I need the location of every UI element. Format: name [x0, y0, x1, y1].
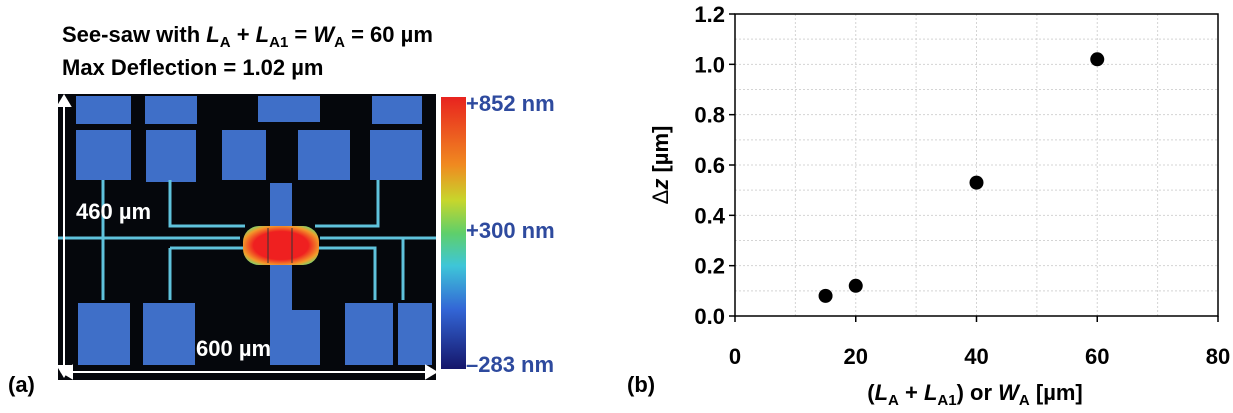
label-part: L: [875, 380, 888, 405]
x-tick-label: 40: [964, 344, 988, 369]
title-part: See-saw with: [62, 22, 206, 47]
y-tick-label: 0.0: [694, 304, 725, 329]
x-tick-label: 20: [844, 344, 868, 369]
point: [818, 288, 833, 303]
label-part: A: [888, 392, 899, 409]
x-axis-label: (LA + LA1) or WA [µm]: [867, 380, 1083, 409]
x-tick-label: 60: [1085, 344, 1109, 369]
colorbar-label: +300 nm: [466, 218, 555, 243]
title-part: W: [313, 22, 336, 47]
panel-label: (b): [627, 372, 655, 397]
label-part: A1: [937, 392, 956, 409]
title-part: A: [334, 34, 345, 51]
y-tick-label: 0.8: [694, 103, 725, 128]
x-tick-label: 0: [729, 344, 741, 369]
micrograph: 460 µm 600 µm: [56, 94, 438, 380]
label-part: Δ: [648, 189, 673, 204]
label-part: [µm]: [1030, 380, 1083, 405]
title-part: =: [288, 22, 313, 47]
y-tick-label: 1.0: [694, 52, 725, 77]
label-part: W: [998, 380, 1021, 405]
title-part: A1: [269, 34, 288, 51]
width-label: 600 µm: [196, 336, 271, 361]
title-part: L: [206, 22, 219, 47]
label-part: A: [1019, 392, 1030, 409]
y-axis-label: Δz [µm]: [648, 126, 673, 205]
colorbar: [441, 97, 466, 369]
label-part: [µm]: [648, 126, 673, 179]
y-tick-label: 0.2: [694, 254, 725, 279]
x-tick-label: 80: [1206, 344, 1230, 369]
title-line1: See-saw with LA + LA1 = WA = 60 µm: [62, 22, 433, 51]
label-part: L: [924, 380, 937, 405]
plot: 0.0 0.2 0.4 0.6 0.8 1.0 1.2 0 20 40 60 80: [694, 2, 1230, 369]
title-part: +: [231, 22, 256, 47]
label-part: ) or: [957, 380, 999, 405]
title-part: = 60 µm: [345, 22, 433, 47]
height-label: 460 µm: [76, 199, 151, 224]
y-tick-label: 0.4: [694, 203, 725, 228]
label-part: (: [867, 380, 875, 405]
y-tick-label: 0.6: [694, 153, 725, 178]
panel-label: (a): [8, 372, 35, 397]
point: [969, 175, 984, 190]
plot-frame: [734, 13, 1219, 317]
title-line2: Max Deflection = 1.02 µm: [62, 55, 324, 80]
label-part: z: [648, 179, 673, 191]
label-part: +: [899, 380, 924, 405]
y-tick-label: 1.2: [694, 2, 725, 27]
title-part: L: [256, 22, 269, 47]
point: [848, 278, 863, 293]
title-part: A: [220, 34, 231, 51]
colorbar-label: –283 nm: [466, 352, 554, 377]
point: [1090, 52, 1105, 67]
colorbar-label: +852 nm: [466, 91, 555, 116]
